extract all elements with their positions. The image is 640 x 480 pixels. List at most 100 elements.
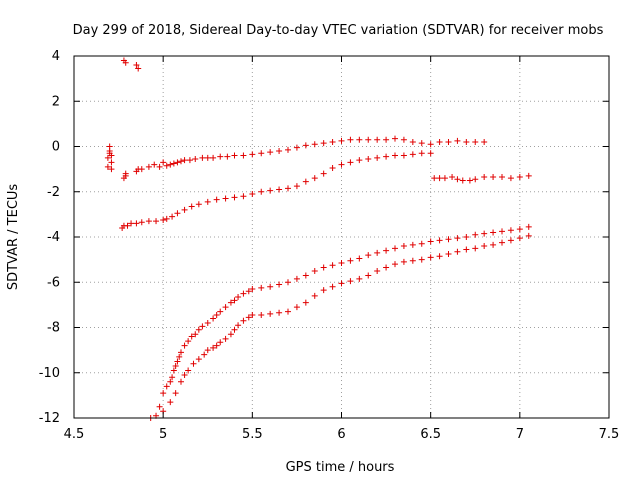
data-point <box>507 175 514 182</box>
data-point <box>217 339 224 346</box>
data-point <box>188 203 195 210</box>
data-point <box>222 335 229 342</box>
data-point <box>481 174 488 181</box>
data-point <box>499 239 505 246</box>
y-tick-label: 4 <box>52 49 60 64</box>
data-point <box>185 367 192 374</box>
data-point <box>383 264 390 271</box>
y-tick-labels: 4 2 0 -2 -4 -6 -8 -10 -12 <box>39 49 60 426</box>
data-point <box>329 262 336 269</box>
data-point <box>235 293 242 300</box>
data-point <box>170 160 177 167</box>
data-point <box>133 220 140 227</box>
data-point <box>227 331 234 338</box>
data-point <box>400 152 407 159</box>
data-point <box>249 286 256 293</box>
data-point <box>302 272 309 279</box>
data-point <box>267 283 274 290</box>
data-point <box>169 374 176 381</box>
x-tick-label: 6.5 <box>420 427 441 442</box>
data-point <box>174 358 181 365</box>
data-point <box>167 399 174 406</box>
data-point <box>466 177 473 184</box>
data-point <box>481 243 488 250</box>
y-tick-label: 0 <box>52 140 60 155</box>
data-point <box>210 154 217 161</box>
data-point <box>224 153 231 160</box>
data-point <box>374 154 381 161</box>
data-point <box>178 349 184 356</box>
data-point <box>356 255 363 262</box>
data-point <box>188 333 195 340</box>
data-point <box>392 135 398 142</box>
data-point <box>192 155 199 162</box>
data-point <box>525 172 532 179</box>
data-point <box>222 304 229 311</box>
data-point <box>329 138 336 145</box>
data-point <box>213 196 220 203</box>
data-point <box>481 138 488 145</box>
data-point <box>210 344 217 351</box>
data-point <box>400 136 407 143</box>
data-point <box>320 287 327 294</box>
data-point <box>178 158 184 165</box>
data-point <box>365 136 372 143</box>
data-point <box>267 187 274 194</box>
y-tick-label: 2 <box>52 94 60 109</box>
data-point <box>249 191 256 198</box>
data-point <box>409 257 416 264</box>
data-point <box>383 153 390 160</box>
data-point <box>454 235 461 242</box>
data-point <box>365 155 372 162</box>
data-point <box>151 161 158 168</box>
data-point <box>507 237 514 244</box>
x-tick-label: 6 <box>337 427 345 442</box>
data-point <box>163 383 170 390</box>
data-point <box>231 152 238 159</box>
data-point <box>181 157 188 164</box>
data-point <box>459 177 466 184</box>
series-track-low-a <box>147 223 532 421</box>
data-point <box>400 258 407 265</box>
data-point <box>213 312 220 319</box>
data-point <box>245 288 252 295</box>
data-point <box>285 146 291 153</box>
x-tick-label: 7.5 <box>599 427 620 442</box>
data-point <box>516 235 523 242</box>
data-point <box>217 153 224 160</box>
data-point <box>170 367 177 374</box>
data-point <box>267 149 274 156</box>
data-point <box>293 144 300 151</box>
y-axis-label: SDTVAR / TECUs <box>6 184 21 291</box>
data-point <box>383 136 390 143</box>
data-point <box>311 292 318 299</box>
data-point <box>249 151 256 158</box>
data-point <box>329 164 336 171</box>
data-point <box>338 260 345 267</box>
data-point <box>302 178 309 185</box>
data-point <box>293 183 300 190</box>
data-point <box>436 175 443 182</box>
data-point <box>499 228 505 235</box>
data-point <box>427 150 434 157</box>
data-point <box>472 176 479 183</box>
data-point <box>227 299 234 306</box>
data-point <box>418 140 425 147</box>
data-point <box>172 390 179 397</box>
data-point <box>167 378 174 385</box>
data-point <box>490 229 497 236</box>
data-point <box>258 188 265 195</box>
data-point <box>199 154 206 161</box>
data-point <box>240 193 247 200</box>
y-tick-label: -6 <box>47 275 60 290</box>
data-point <box>108 159 115 166</box>
data-point <box>311 141 318 148</box>
data-point <box>374 136 381 143</box>
data-point <box>418 256 425 263</box>
data-point <box>174 210 181 217</box>
x-tick-label: 4.5 <box>64 427 85 442</box>
data-point <box>276 281 283 288</box>
data-point <box>454 137 461 144</box>
data-point <box>190 360 197 367</box>
